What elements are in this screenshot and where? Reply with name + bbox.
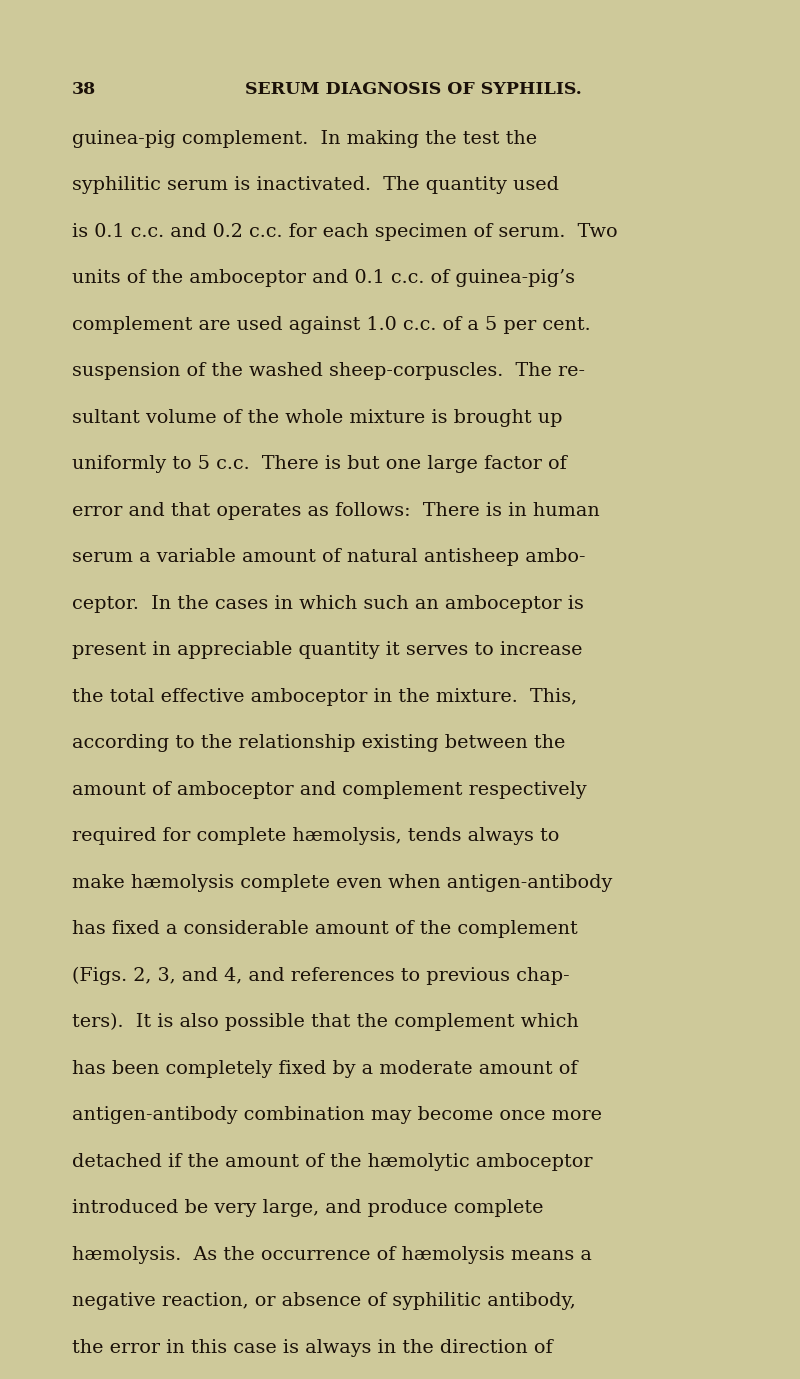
Text: introduced be very large, and produce complete: introduced be very large, and produce co… bbox=[72, 1200, 543, 1218]
Text: units of the amboceptor and 0.1 c.c. of guinea-pig’s: units of the amboceptor and 0.1 c.c. of … bbox=[72, 269, 575, 287]
Text: complement are used against 1.0 c.c. of a 5 per cent.: complement are used against 1.0 c.c. of … bbox=[72, 316, 590, 334]
Text: SERUM DIAGNOSIS OF SYPHILIS.: SERUM DIAGNOSIS OF SYPHILIS. bbox=[245, 81, 582, 98]
Text: has fixed a considerable amount of the complement: has fixed a considerable amount of the c… bbox=[72, 921, 578, 939]
Text: make hæmolysis complete even when antigen-antibody: make hæmolysis complete even when antige… bbox=[72, 874, 612, 892]
Text: detached if the amount of the hæmolytic amboceptor: detached if the amount of the hæmolytic … bbox=[72, 1153, 593, 1171]
Text: the error in this case is always in the direction of: the error in this case is always in the … bbox=[72, 1339, 553, 1357]
Text: amount of amboceptor and complement respectively: amount of amboceptor and complement resp… bbox=[72, 781, 586, 798]
Text: error and that operates as follows:  There is in human: error and that operates as follows: Ther… bbox=[72, 502, 600, 520]
Text: required for complete hæmolysis, tends always to: required for complete hæmolysis, tends a… bbox=[72, 827, 559, 845]
Text: suspension of the washed sheep-corpuscles.  The re-: suspension of the washed sheep-corpuscle… bbox=[72, 363, 585, 381]
Text: syphilitic serum is inactivated.  The quantity used: syphilitic serum is inactivated. The qua… bbox=[72, 177, 559, 194]
Text: (Figs. 2, 3, and 4, and references to previous chap-: (Figs. 2, 3, and 4, and references to pr… bbox=[72, 967, 570, 985]
Text: present in appreciable quantity it serves to increase: present in appreciable quantity it serve… bbox=[72, 641, 582, 659]
Text: 38: 38 bbox=[72, 81, 96, 98]
Text: has been completely fixed by a moderate amount of: has been completely fixed by a moderate … bbox=[72, 1060, 578, 1078]
Text: antigen-antibody combination may become once more: antigen-antibody combination may become … bbox=[72, 1106, 602, 1124]
Text: hæmolysis.  As the occurrence of hæmolysis means a: hæmolysis. As the occurrence of hæmolysi… bbox=[72, 1247, 592, 1265]
Text: uniformly to 5 c.c.  There is but one large factor of: uniformly to 5 c.c. There is but one lar… bbox=[72, 455, 566, 473]
Text: serum a variable amount of natural antisheep ambo-: serum a variable amount of natural antis… bbox=[72, 549, 586, 567]
Text: according to the relationship existing between the: according to the relationship existing b… bbox=[72, 735, 566, 753]
Text: is 0.1 c.c. and 0.2 c.c. for each specimen of serum.  Two: is 0.1 c.c. and 0.2 c.c. for each specim… bbox=[72, 223, 618, 241]
Text: ceptor.  In the cases in which such an amboceptor is: ceptor. In the cases in which such an am… bbox=[72, 594, 584, 614]
Text: sultant volume of the whole mixture is brought up: sultant volume of the whole mixture is b… bbox=[72, 410, 562, 427]
Text: guinea-pig complement.  In making the test the: guinea-pig complement. In making the tes… bbox=[72, 130, 537, 148]
Text: the total effective amboceptor in the mixture.  This,: the total effective amboceptor in the mi… bbox=[72, 688, 577, 706]
Text: ters).  It is also possible that the complement which: ters). It is also possible that the comp… bbox=[72, 1014, 578, 1031]
Text: negative reaction, or absence of syphilitic antibody,: negative reaction, or absence of syphili… bbox=[72, 1292, 576, 1310]
